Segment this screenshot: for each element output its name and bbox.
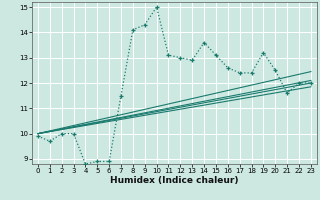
X-axis label: Humidex (Indice chaleur): Humidex (Indice chaleur)	[110, 176, 239, 185]
